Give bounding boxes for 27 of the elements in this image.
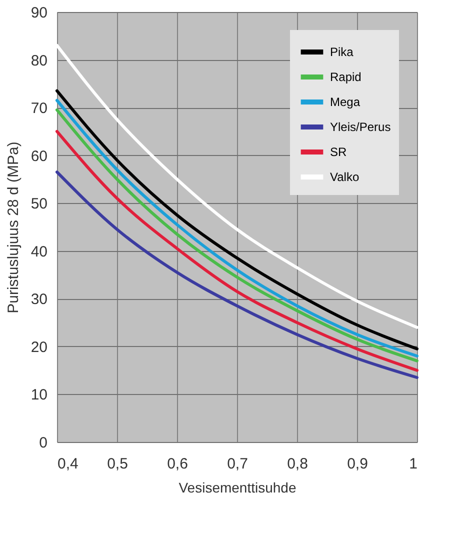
x-tick-label: 0,5 — [107, 456, 128, 472]
legend-label: SR — [330, 145, 348, 159]
y-tick-label: 30 — [30, 291, 48, 308]
y-tick-label: 10 — [30, 386, 48, 404]
y-tick-label: 50 — [30, 196, 48, 213]
x-axis-title: Vesisementtisuhde — [178, 480, 296, 496]
x-tick-label: 0,8 — [287, 456, 308, 472]
y-tick-label: 70 — [30, 100, 48, 118]
legend-label: Pika — [330, 45, 354, 59]
x-tick-label: 0,7 — [227, 456, 248, 472]
y-tick-label: 20 — [30, 338, 48, 356]
y-tick-label: 40 — [30, 243, 48, 260]
legend-label: Yleis/Perus — [330, 120, 391, 134]
y-tick-label: 90 — [30, 4, 48, 22]
y-tick-label: 60 — [30, 148, 48, 165]
x-tick-label: 1 — [409, 456, 418, 472]
x-tick-label: 0,6 — [167, 456, 188, 472]
legend-label: Mega — [330, 95, 360, 109]
line-series — [56, 170, 418, 379]
line-series — [56, 44, 418, 329]
legend-label: Rapid — [330, 70, 362, 84]
y-axis-title: Puristuslujuus 28 d (MPa) — [4, 142, 22, 314]
legend-label: Valko — [330, 170, 360, 184]
y-tick-label: 80 — [30, 52, 48, 70]
x-tick-label: 0,4 — [58, 456, 78, 472]
x-tick-label: 0,9 — [347, 456, 368, 472]
y-tick-label: 0 — [39, 434, 48, 452]
